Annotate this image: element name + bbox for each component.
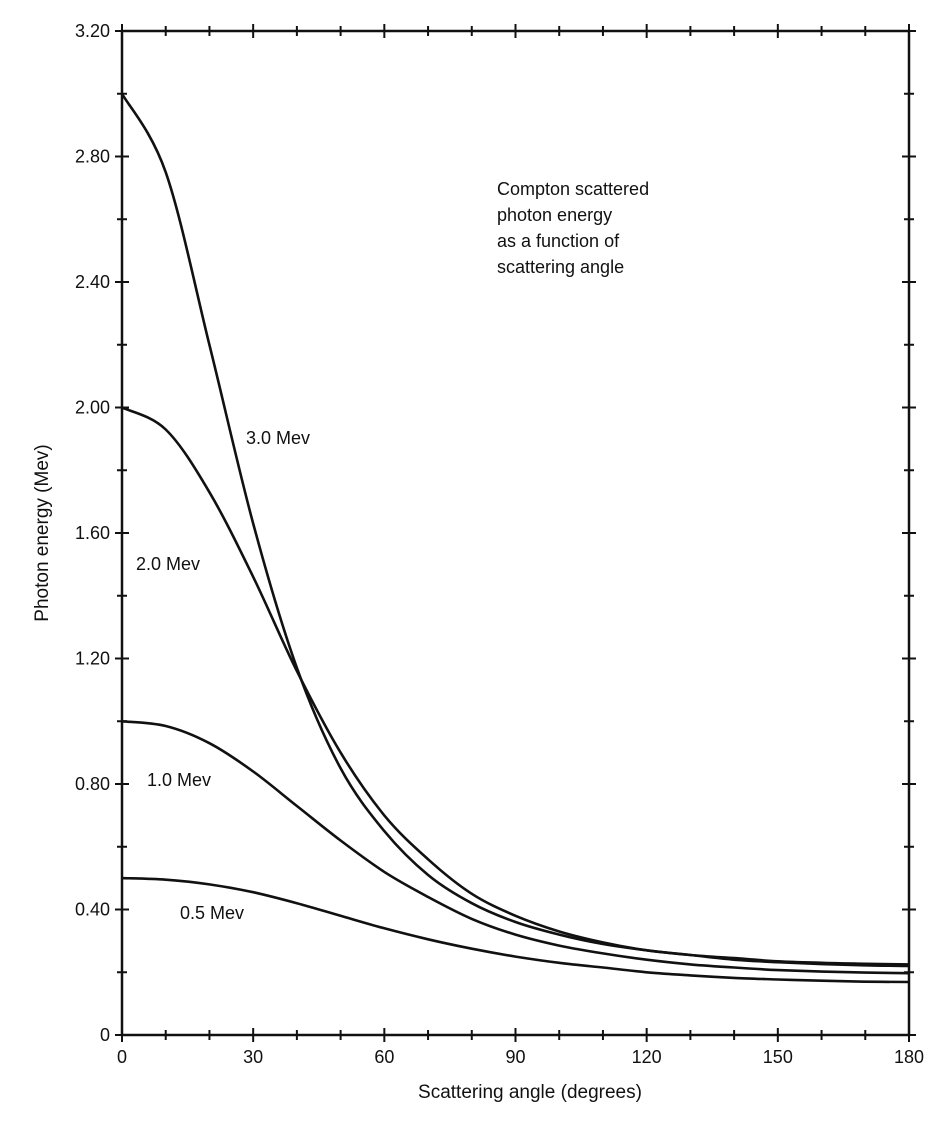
y-tick-label: 2.40 [75, 272, 110, 292]
curve-label-1: 2.0 Mev [136, 554, 200, 574]
x-tick-label: 30 [243, 1047, 263, 1067]
curve-label-2: 1.0 Mev [147, 770, 211, 790]
y-tick-label: 1.20 [75, 649, 110, 669]
annotation-line-2: photon energy [497, 205, 612, 225]
annotation-line-4: scattering angle [497, 257, 624, 277]
tick-labels: 0 30 60 90 120 150 180 0 0.40 0.80 1.20 1.60 2.00 2.4… [75, 21, 924, 1067]
x-tick-label: 120 [632, 1047, 662, 1067]
x-tick-label: 150 [763, 1047, 793, 1067]
y-tick-label: 2.00 [75, 398, 110, 418]
y-tick-label: 0 [100, 1025, 110, 1045]
curve-1 [121, 406, 910, 968]
y-tick-label: 3.20 [75, 21, 110, 41]
x-tick-label: 180 [894, 1047, 924, 1067]
x-tick-label: 60 [374, 1047, 394, 1067]
curve-2 [121, 720, 910, 975]
annotation-line-1: Compton scattered [497, 179, 649, 199]
chart-annotation: Compton scattered photon energy as a fun… [497, 179, 649, 277]
y-tick-label: 0.80 [75, 774, 110, 794]
axis-ticks [115, 24, 916, 1042]
x-tick-label: 90 [505, 1047, 525, 1067]
y-tick-label: 0.40 [75, 900, 110, 920]
curve-3 [121, 876, 910, 984]
y-tick-label: 1.60 [75, 523, 110, 543]
curve-label-0: 3.0 Mev [246, 428, 310, 448]
x-axis-label: Scattering angle (degrees) [418, 1082, 642, 1103]
y-tick-label: 2.80 [75, 147, 110, 167]
y-axis-label: Photon energy (Mev) [32, 444, 53, 621]
curve-label-3: 0.5 Mev [180, 903, 244, 923]
curve-labels: 3.0 Mev 2.0 Mev 1.0 Mev 0.5 Mev [136, 428, 310, 923]
annotation-line-3: as a function of [497, 231, 620, 251]
data-curves [120, 93, 910, 984]
x-tick-label: 0 [117, 1047, 127, 1067]
